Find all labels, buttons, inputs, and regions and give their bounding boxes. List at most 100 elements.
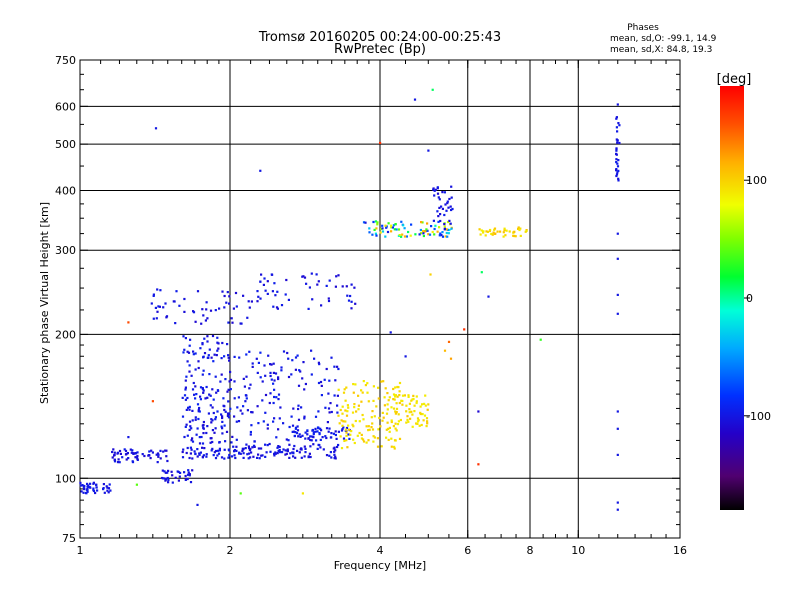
data-point: [449, 222, 452, 225]
y-tick-label: 100: [55, 472, 76, 485]
data-point: [450, 185, 453, 188]
data-point: [191, 469, 194, 472]
data-point: [205, 301, 208, 304]
data-point: [159, 289, 162, 292]
data-point: [269, 363, 272, 366]
data-point: [316, 447, 319, 450]
data-point: [183, 297, 186, 301]
data-point: [484, 234, 487, 237]
data-point: [222, 397, 225, 400]
data-point: [131, 460, 134, 463]
data-point: [335, 437, 338, 440]
data-point: [346, 404, 349, 407]
data-point: [371, 233, 374, 236]
data-point: [184, 478, 188, 481]
data-point: [446, 235, 449, 238]
data-point: [270, 378, 273, 381]
data-point: [257, 295, 260, 298]
data-point: [287, 439, 290, 442]
data-point: [229, 407, 232, 410]
data-point: [502, 235, 505, 238]
data-point: [517, 226, 520, 229]
data-point: [443, 349, 447, 352]
data-point: [252, 444, 256, 447]
data-point: [353, 286, 356, 289]
data-point: [266, 292, 269, 295]
data-point: [285, 452, 288, 455]
data-point: [228, 412, 231, 415]
data-point: [367, 400, 370, 403]
data-point: [383, 396, 386, 399]
data-point: [341, 412, 344, 415]
data-point: [166, 471, 169, 474]
data-point: [257, 422, 260, 425]
data-point: [164, 449, 167, 452]
data-point: [413, 404, 416, 407]
data-point: [379, 425, 382, 428]
data-point: [189, 452, 192, 455]
data-point: [407, 420, 410, 423]
data-point: [397, 420, 400, 423]
data-point: [257, 447, 260, 450]
data-point: [415, 401, 418, 405]
data-point: [102, 483, 105, 486]
data-point: [419, 405, 422, 408]
data-point: [210, 421, 213, 424]
data-point: [125, 458, 128, 461]
data-point: [152, 294, 155, 297]
data-point: [426, 420, 429, 423]
data-point: [233, 380, 236, 383]
data-point: [197, 360, 200, 363]
data-point: [499, 230, 502, 233]
data-point: [392, 407, 396, 410]
data-point: [119, 452, 122, 455]
data-point: [524, 230, 527, 233]
data-point: [493, 227, 497, 230]
data-point: [478, 228, 481, 231]
data-point: [421, 221, 424, 224]
data-point: [223, 306, 226, 309]
data-point: [239, 409, 242, 412]
data-point: [204, 397, 207, 400]
data-point: [366, 382, 369, 385]
data-point: [365, 425, 368, 428]
data-point: [344, 420, 347, 423]
data-point: [127, 436, 130, 439]
data-point: [389, 331, 392, 334]
data-point: [184, 388, 187, 391]
data-point: [330, 456, 333, 459]
data-point: [386, 421, 389, 424]
data-point: [113, 451, 116, 454]
data-point: [210, 418, 213, 421]
data-point: [358, 431, 361, 435]
data-point: [184, 425, 187, 428]
data-point: [340, 447, 344, 450]
data-point: [94, 491, 97, 495]
data-point: [437, 196, 440, 199]
data-point: [86, 482, 89, 485]
data-point: [264, 393, 268, 397]
data-point: [290, 373, 293, 376]
data-point: [166, 459, 169, 463]
data-point: [227, 388, 230, 391]
data-point: [336, 445, 339, 449]
data-point: [245, 394, 248, 397]
data-point: [427, 403, 430, 406]
data-point: [289, 452, 292, 455]
data-point: [247, 300, 250, 303]
data-point: [208, 348, 211, 351]
data-point: [191, 409, 194, 412]
data-point: [201, 387, 204, 390]
data-point: [277, 398, 280, 401]
data-point: [272, 362, 275, 365]
data-point: [411, 413, 414, 416]
data-point: [276, 446, 279, 449]
data-point: [508, 230, 511, 233]
data-point: [217, 449, 220, 452]
data-point: [392, 387, 395, 391]
data-point: [367, 429, 370, 432]
data-point: [182, 448, 185, 451]
data-point: [309, 445, 312, 448]
data-point: [292, 447, 295, 451]
data-point: [148, 454, 151, 457]
